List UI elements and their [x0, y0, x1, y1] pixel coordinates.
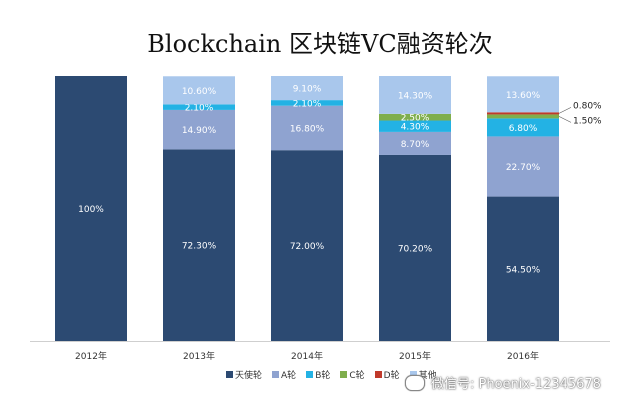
legend-item: A轮 [272, 368, 296, 381]
data-label: 2.10% [293, 99, 322, 109]
legend-swatch [340, 371, 348, 378]
chart-title: Blockchain 区块链VC融资轮次 [147, 30, 493, 58]
bar-segment [487, 136, 559, 197]
legend-swatch [306, 371, 314, 378]
data-label: 2.10% [185, 104, 214, 114]
data-label: 14.30% [398, 91, 433, 101]
legend-item: B轮 [306, 368, 330, 381]
legend-label: 其他 [418, 371, 437, 381]
data-label: 72.30% [182, 242, 217, 252]
legend-label: A轮 [281, 371, 297, 381]
data-label: 6.80% [509, 124, 538, 134]
data-label: 10.60% [182, 87, 217, 97]
bar-segment [271, 105, 343, 151]
x-tick-label: 2012年 [75, 350, 107, 362]
bar-segment [379, 131, 451, 155]
data-label: 8.70% [401, 140, 430, 150]
bar-segment [487, 76, 559, 113]
data-label: 0.80% [573, 101, 602, 111]
data-label: 2.50% [401, 114, 430, 124]
legend-label: 天使轮 [235, 371, 263, 381]
data-label: 1.50% [573, 116, 602, 126]
data-label: 100% [78, 205, 104, 215]
watermark: 微信号: Phoenix-12345678 [405, 373, 601, 392]
leader-line [558, 107, 572, 114]
legend-label: B轮 [315, 371, 331, 381]
legend-item: D轮 [374, 368, 400, 381]
data-label: 54.50% [506, 265, 541, 275]
data-label: 16.80% [290, 124, 325, 134]
bar-segment [379, 120, 451, 132]
leader-line [558, 116, 572, 123]
bar-segment [379, 154, 451, 341]
data-label: 22.70% [506, 163, 541, 173]
legend-label: C轮 [349, 371, 365, 381]
bar-segment [487, 118, 559, 137]
bar-segment [271, 100, 343, 106]
bar-segment [487, 112, 559, 115]
x-tick-label: 2014年 [291, 350, 323, 362]
chart-legend: 天使轮 A轮 B轮 C轮 D轮 其他 [226, 368, 437, 381]
legend-swatch [374, 371, 382, 378]
legend-label: D轮 [383, 371, 400, 381]
bar-segment [163, 149, 235, 341]
watermark-text: 微信号: Phoenix-12345678 [431, 377, 601, 392]
legend-item: 天使轮 [226, 368, 262, 381]
legend-swatch [272, 371, 280, 378]
bar-segment [163, 109, 235, 150]
bar-segment [163, 76, 235, 105]
bar-segment [55, 76, 127, 341]
legend-swatch [226, 371, 233, 378]
bar-segment [487, 114, 559, 119]
data-label: 14.90% [182, 126, 217, 136]
wechat-icon [405, 374, 425, 391]
legend-item: C轮 [340, 368, 365, 381]
data-label: 9.10% [293, 85, 322, 95]
x-tick-label: 2013年 [183, 350, 215, 362]
data-label: 72.00% [290, 242, 325, 252]
bar-segment [487, 196, 559, 341]
bar-segment [271, 150, 343, 341]
x-tick-label: 2015年 [399, 350, 431, 362]
bar-segment [379, 76, 451, 114]
bar-segment [163, 104, 235, 110]
data-label: 70.20% [398, 244, 433, 254]
data-label: 4.30% [401, 123, 430, 133]
data-label: 13.60% [506, 91, 541, 101]
x-tick-label: 2016年 [507, 350, 539, 362]
bar-segment [271, 76, 343, 101]
bar-segment [379, 113, 451, 121]
